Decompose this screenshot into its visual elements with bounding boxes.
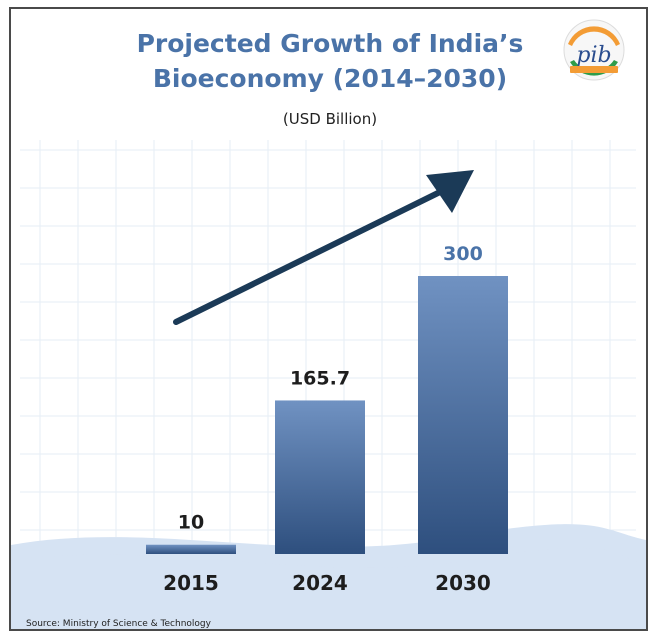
trend-arrow [173, 170, 474, 325]
x-tick-2030: 2030 [435, 571, 491, 595]
x-tick-2024: 2024 [292, 571, 348, 595]
value-label-2024: 165.7 [290, 367, 350, 389]
pib-logo-text: pib [576, 43, 611, 68]
bars [146, 276, 508, 554]
bar-2030 [418, 276, 508, 554]
chart-subtitle: (USD Billion) [283, 110, 377, 128]
value-label-2015: 10 [178, 512, 204, 534]
chart-source: Source: Ministry of Science & Technology [26, 619, 212, 629]
bar-2015 [146, 544, 236, 554]
value-label-2030: 300 [443, 243, 483, 265]
chart-title-line-1: Projected Growth of India’s [137, 29, 524, 58]
pib-logo: pib [563, 19, 625, 81]
value-labels: 10 165.7 300 [178, 243, 483, 534]
x-axis-tick-labels: 2015 2024 2030 [163, 571, 491, 595]
bar-2024 [275, 400, 365, 554]
x-tick-2015: 2015 [163, 571, 219, 595]
chart-title-line-2: Bioeconomy (2014–2030) [153, 64, 507, 93]
